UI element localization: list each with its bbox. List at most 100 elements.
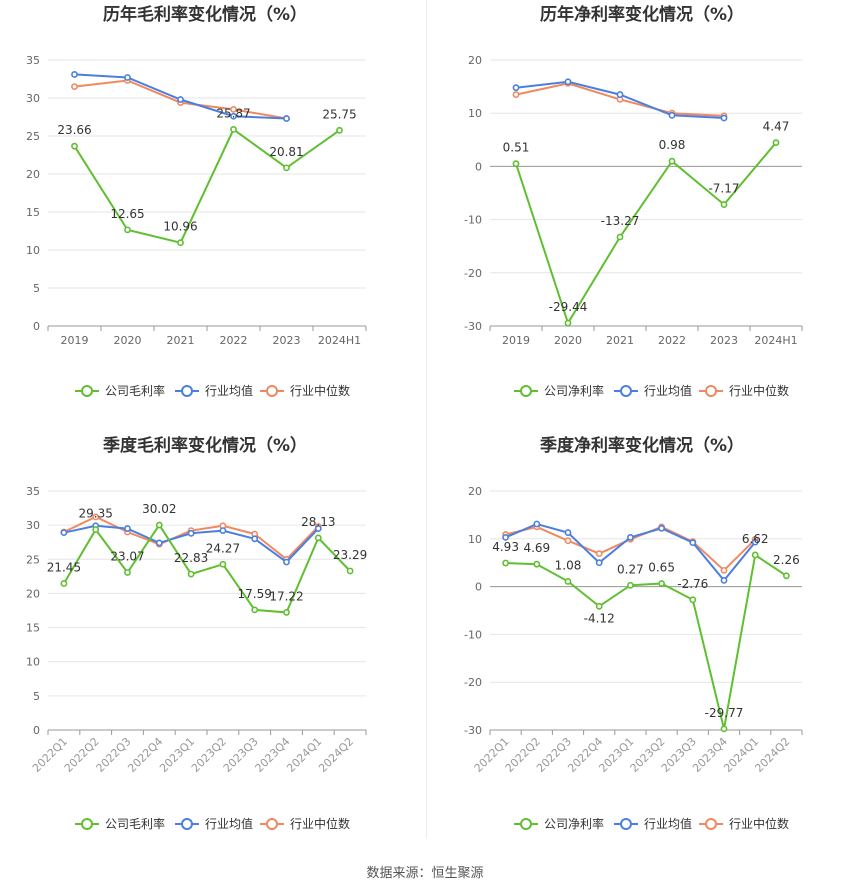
legend: 公司净利率 行业均值 行业中位数 [514, 383, 789, 398]
data-point [627, 533, 634, 541]
data-point [720, 566, 728, 574]
data-point [564, 529, 572, 536]
legend-item-2: 行业均值 [614, 383, 692, 398]
y-tick-label: 0 [33, 724, 40, 737]
y-tick-label: -10 [464, 628, 482, 641]
y-tick-label: -10 [464, 214, 482, 227]
x-tick-label: 2019 [61, 334, 89, 347]
data-point [251, 606, 259, 614]
data-label: 23.66 [57, 123, 91, 137]
data-point [177, 96, 184, 103]
data-point [219, 560, 227, 568]
data-point [564, 578, 572, 585]
legend-item-1: 公司毛利率 [75, 383, 165, 398]
series-line-1 [505, 553, 787, 730]
legend-swatch-marker [181, 818, 193, 830]
legend-label: 行业均值 [205, 816, 253, 831]
data-point [668, 157, 676, 165]
data-point [187, 570, 195, 578]
data-point [751, 538, 759, 546]
data-label: 23.29 [333, 548, 367, 562]
data-label: 0.65 [648, 560, 675, 574]
chart-title: 季度净利率变化情况（%） [540, 435, 744, 456]
data-point [616, 233, 624, 241]
data-point [502, 533, 509, 541]
data-point [124, 525, 131, 532]
y-tick-label: 5 [33, 690, 40, 703]
data-point [71, 83, 78, 90]
data-label: 4.93 [492, 540, 519, 554]
data-label: 29.35 [79, 507, 113, 521]
data-point [595, 602, 603, 610]
y-tick-label: 0 [475, 581, 482, 594]
legend-swatch-marker [620, 818, 632, 830]
data-point [219, 527, 227, 535]
y-tick-label: -20 [464, 267, 482, 280]
y-tick-label: -30 [464, 320, 482, 333]
data-point [595, 559, 603, 567]
data-label: -4.12 [584, 611, 615, 625]
legend-swatch-marker [81, 818, 93, 830]
data-point [283, 609, 290, 616]
data-label: 25.87 [216, 106, 250, 120]
chart-panel-1: 历年毛利率变化情况（%） 0 5 10 15 20 25 30 35 2019 2020 2021 20… [26, 4, 367, 398]
x-tick-label: 2024Q2 [316, 735, 356, 775]
legend-label: 行业均值 [644, 816, 692, 831]
data-point [502, 559, 509, 567]
data-point [689, 539, 697, 547]
data-point [155, 521, 163, 529]
x-tick-label: 2021 [606, 334, 634, 347]
legend-label: 行业均值 [205, 383, 253, 398]
x-tick-label: 2024H1 [754, 334, 797, 347]
y-tick-label: 10 [26, 244, 40, 257]
data-point [314, 534, 322, 542]
x-tick-label: 2020 [114, 334, 142, 347]
data-label: 12.65 [110, 207, 144, 221]
x-tick-label: 2024Q2 [752, 735, 792, 775]
data-label: -29.77 [705, 706, 744, 720]
y-tick-label: 0 [475, 160, 482, 173]
y-tick-label: 0 [33, 320, 40, 333]
legend-swatch-marker [705, 818, 717, 830]
data-point [616, 91, 624, 98]
data-point [512, 160, 520, 168]
data-label: 0.27 [617, 562, 644, 576]
data-point [512, 91, 520, 98]
legend-label: 行业中位数 [729, 816, 789, 831]
legend-swatch-marker [520, 385, 532, 397]
y-tick-label: 35 [26, 485, 40, 498]
legend-item-2: 行业均值 [614, 816, 692, 831]
data-label: 30.02 [142, 502, 176, 516]
y-tick-label: 35 [26, 54, 40, 67]
legend-item-3: 行业中位数 [260, 383, 350, 398]
legend-label: 公司净利率 [544, 383, 604, 398]
legend-swatch-marker [620, 385, 632, 397]
data-label: 0.51 [503, 141, 530, 155]
y-tick-label: 20 [468, 54, 482, 67]
x-tick-label: 2023 [710, 334, 738, 347]
legend: 公司毛利率 行业均值 行业中位数 [75, 816, 350, 831]
legend-label: 公司毛利率 [105, 816, 165, 831]
legend-item-1: 公司净利率 [514, 816, 604, 831]
y-tick-label: -20 [464, 676, 482, 689]
legend-item-1: 公司毛利率 [75, 816, 165, 831]
data-point [336, 126, 343, 134]
data-point [60, 580, 68, 587]
y-tick-label: -30 [464, 724, 482, 737]
data-point [124, 569, 131, 576]
legend-label: 行业均值 [644, 383, 692, 398]
y-tick-label: 15 [26, 206, 40, 219]
data-point [71, 71, 78, 78]
data-point [595, 550, 603, 558]
data-point [187, 529, 195, 537]
data-point [533, 560, 541, 568]
legend-swatch-marker [266, 385, 278, 397]
data-label: 0.98 [659, 138, 686, 152]
x-tick-label: 2024H1 [318, 334, 361, 347]
data-point [668, 111, 676, 119]
legend-label: 公司净利率 [544, 816, 604, 831]
legend-swatch-marker [81, 385, 93, 397]
data-label: 23.07 [110, 549, 144, 563]
x-tick-label: 2022 [220, 334, 248, 347]
